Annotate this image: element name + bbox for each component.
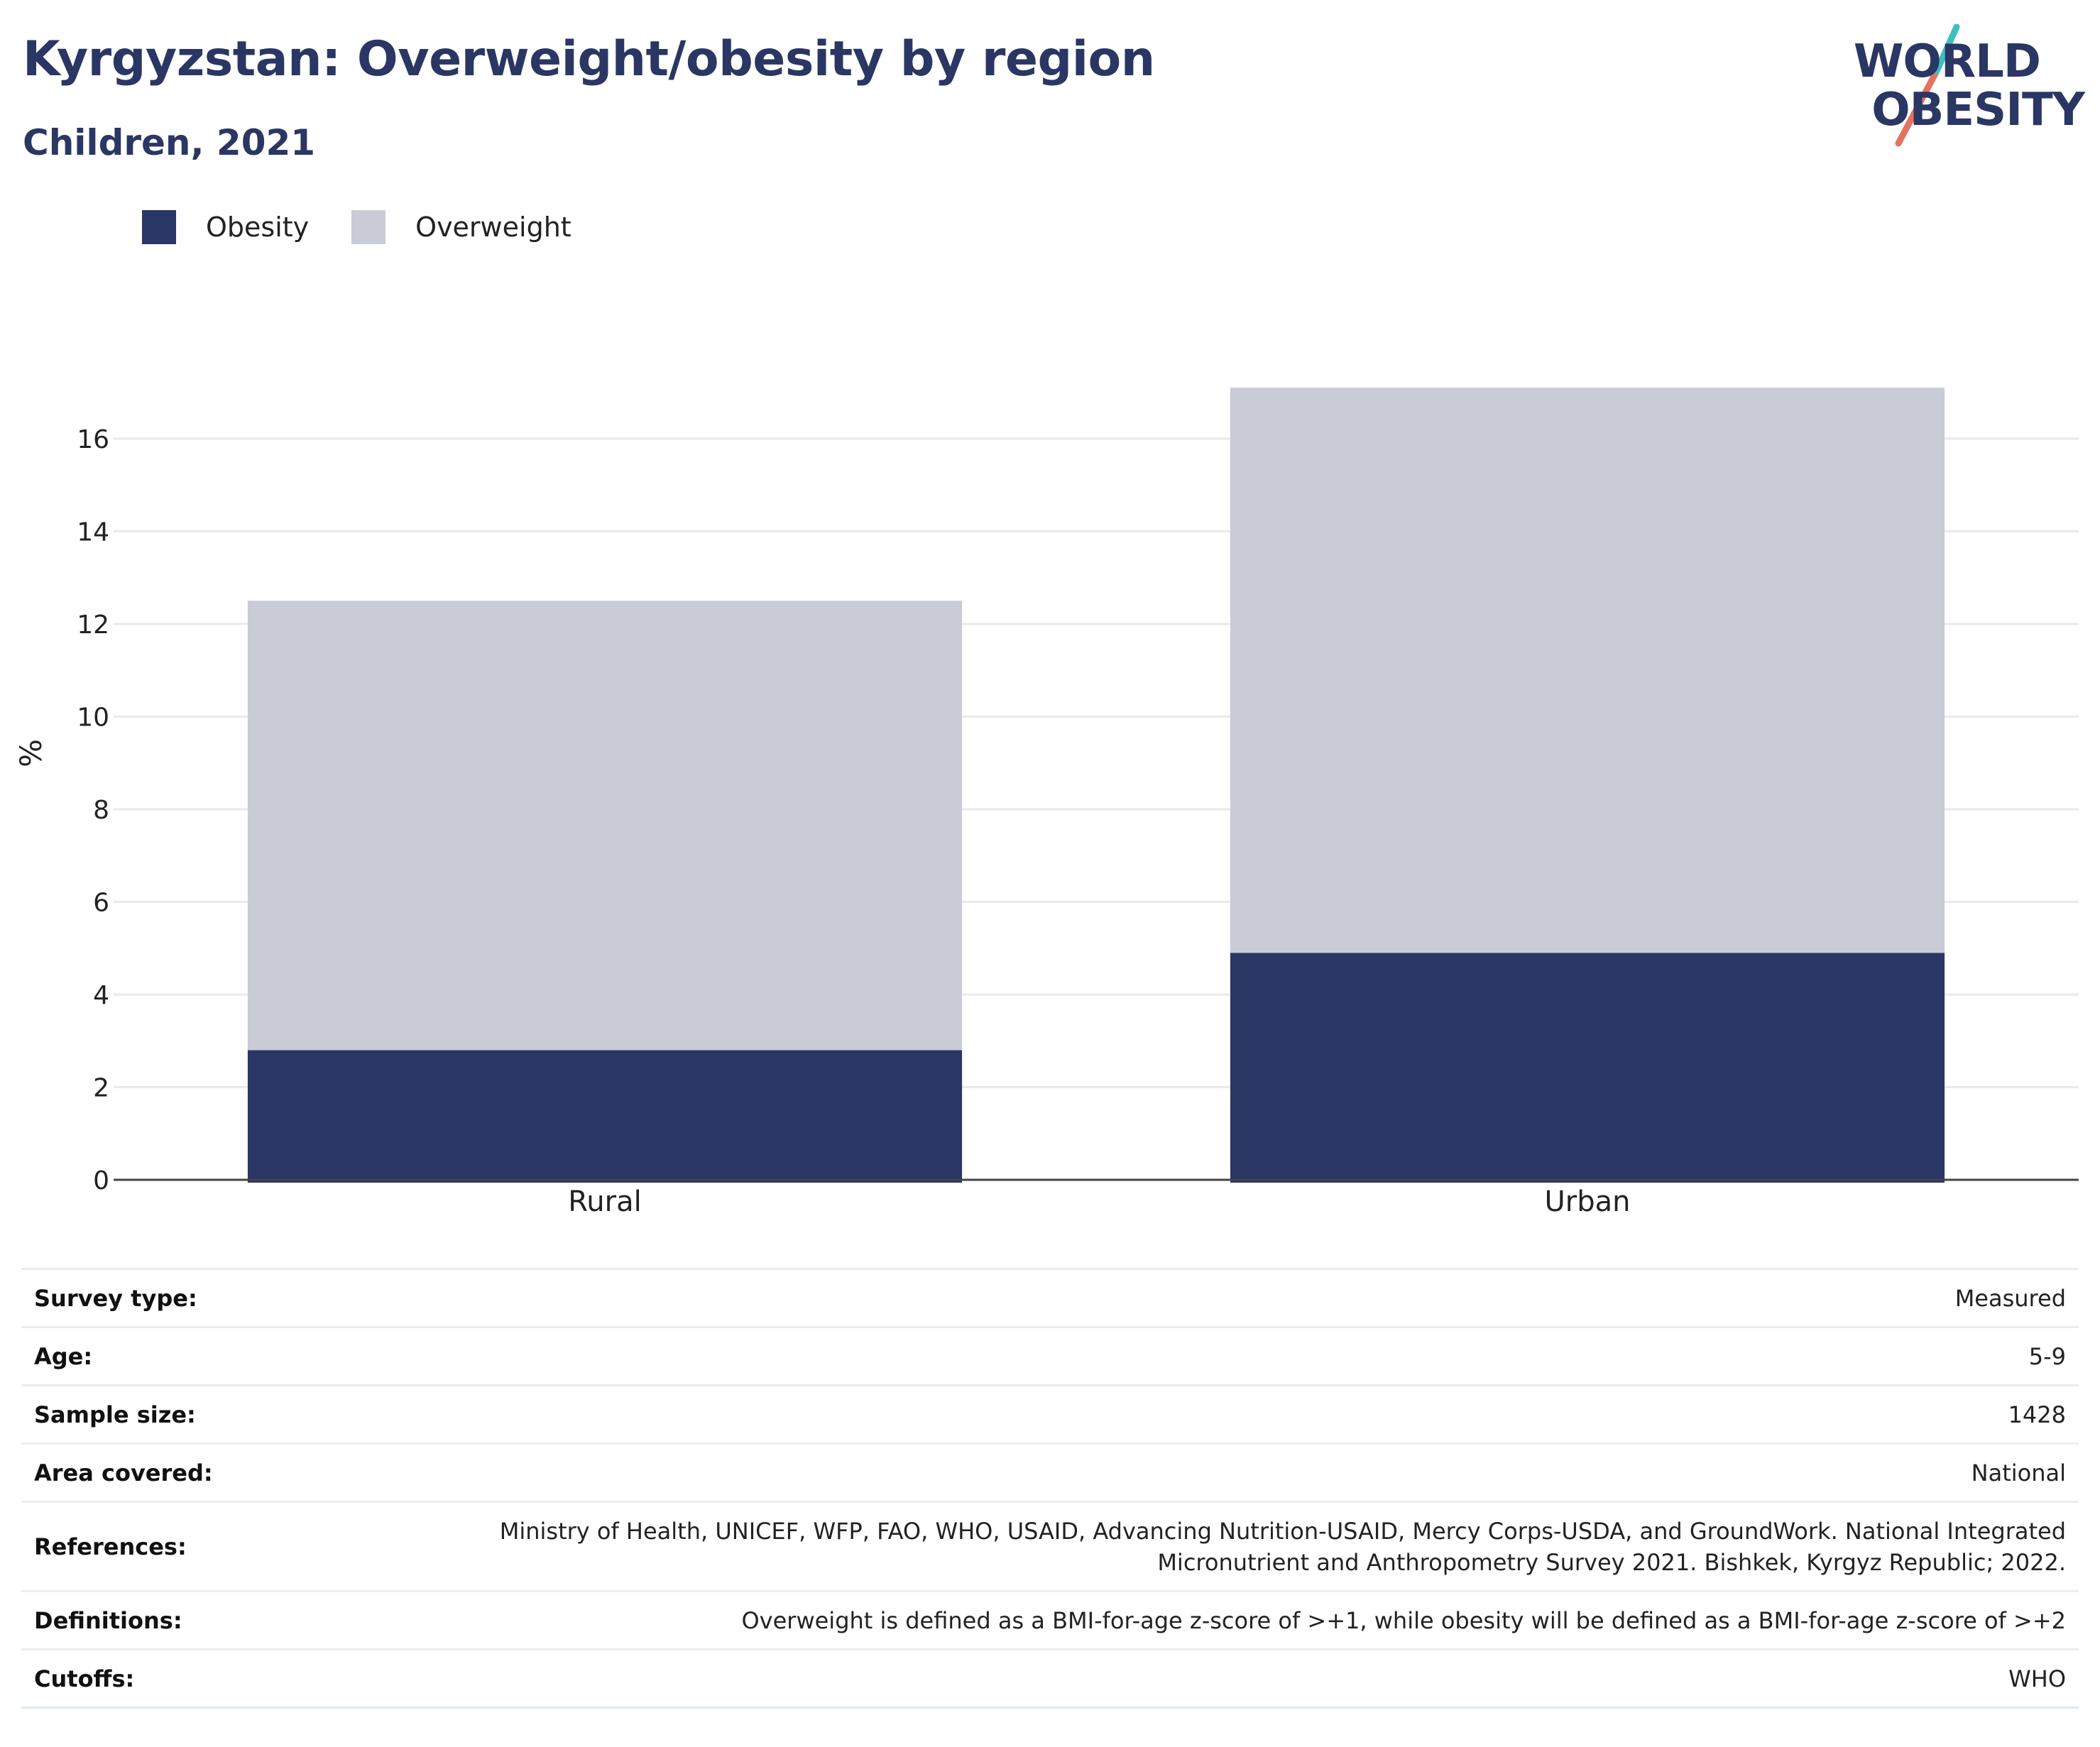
y-tick-label: 0 bbox=[93, 1166, 109, 1195]
detail-row: Sample size: 1428 bbox=[21, 1384, 2079, 1444]
detail-key: Cutoffs: bbox=[21, 1648, 473, 1709]
detail-key: References: bbox=[21, 1501, 473, 1592]
detail-row: Age: 5-9 bbox=[21, 1326, 2079, 1386]
detail-row: References: Ministry of Health, UNICEF, W… bbox=[21, 1501, 2079, 1592]
y-tick-label: 8 bbox=[93, 796, 109, 825]
detail-row: Cutoffs: WHO bbox=[21, 1648, 2079, 1709]
detail-row: Definitions: Overweight is defined as a B… bbox=[21, 1590, 2079, 1650]
y-tick-label: 16 bbox=[77, 425, 109, 454]
bar-obesity-urban[interactable] bbox=[1230, 953, 1945, 1183]
detail-value: Measured bbox=[473, 1268, 2079, 1327]
y-tick-label: 6 bbox=[93, 888, 109, 917]
detail-key: Survey type: bbox=[21, 1268, 473, 1327]
y-axis-label: % bbox=[13, 739, 48, 767]
y-tick-label: 2 bbox=[93, 1073, 109, 1102]
world-obesity-logo: WORLD OBESITY bbox=[1853, 21, 2085, 149]
legend-item-overweight[interactable]: Overweight bbox=[351, 210, 572, 244]
survey-details-table: Survey type: Measured Age: 5-9 Sample size: 1… bbox=[21, 1268, 2079, 1709]
detail-value: Ministry of Health, UNICEF, WFP, FAO, WH… bbox=[473, 1501, 2079, 1592]
bar-obesity-rural[interactable] bbox=[247, 1050, 963, 1183]
detail-value: 1428 bbox=[473, 1384, 2079, 1444]
chart-title: Kyrgyzstan: Overweight/obesity by region bbox=[23, 31, 1155, 87]
x-axis-labels: Rural Urban bbox=[568, 1185, 1630, 1218]
detail-value: Overweight is defined as a BMI-for-age z… bbox=[473, 1590, 2079, 1650]
logo-line-1: WORLD bbox=[1853, 35, 2041, 88]
legend-item-obesity[interactable]: Obesity bbox=[142, 210, 309, 244]
logo-line-2: OBESITY bbox=[1871, 84, 2085, 136]
legend-label-overweight: Overweight bbox=[415, 212, 572, 243]
detail-key: Area covered: bbox=[21, 1442, 473, 1502]
bar-overweight-rural[interactable] bbox=[247, 601, 963, 1051]
legend-swatch-obesity bbox=[142, 210, 176, 244]
bar-chart: 0 2 4 6 8 10 12 14 16 Rural Urban % bbox=[13, 388, 2079, 1218]
bar-group bbox=[247, 388, 1945, 1183]
detail-value: WHO bbox=[473, 1648, 2079, 1709]
bar-overweight-urban[interactable] bbox=[1230, 388, 1945, 953]
y-tick-label: 12 bbox=[77, 610, 109, 640]
detail-key: Sample size: bbox=[21, 1384, 473, 1444]
legend-swatch-overweight bbox=[351, 210, 386, 244]
x-tick-label: Rural bbox=[568, 1185, 641, 1218]
chart-legend: Obesity Overweight bbox=[142, 210, 614, 244]
detail-key: Definitions: bbox=[21, 1590, 473, 1650]
detail-row: Survey type: Measured bbox=[21, 1268, 2079, 1327]
chart-subtitle: Children, 2021 bbox=[23, 122, 316, 163]
detail-value: National bbox=[473, 1442, 2079, 1502]
x-tick-label: Urban bbox=[1545, 1185, 1631, 1218]
y-tick-label: 4 bbox=[93, 981, 109, 1010]
y-tick-label: 14 bbox=[77, 517, 109, 547]
logo-slash-icon bbox=[1895, 23, 1960, 147]
detail-key: Age: bbox=[21, 1326, 473, 1386]
y-axis-ticks: 0 2 4 6 8 10 12 14 16 bbox=[77, 425, 109, 1195]
y-tick-label: 10 bbox=[77, 703, 109, 732]
legend-label-obesity: Obesity bbox=[206, 212, 310, 243]
detail-row: Area covered: National bbox=[21, 1442, 2079, 1502]
detail-value: 5-9 bbox=[473, 1326, 2079, 1386]
